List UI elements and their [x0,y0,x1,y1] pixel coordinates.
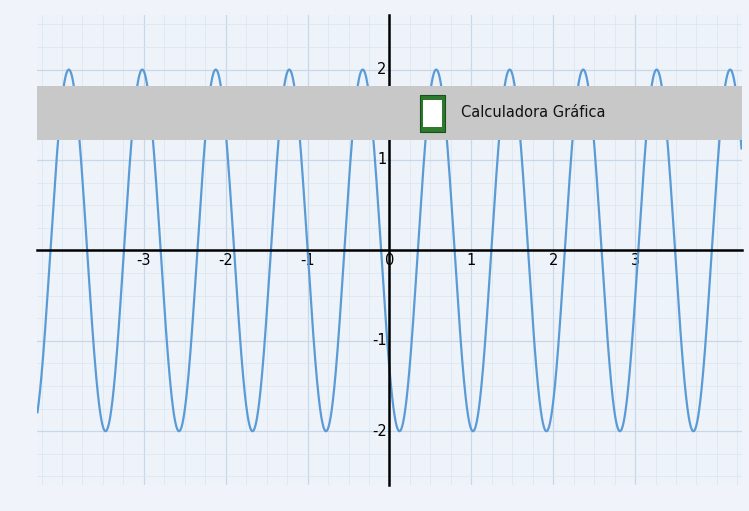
Bar [37,86,742,140]
FancyBboxPatch shape [419,95,445,132]
FancyBboxPatch shape [422,101,442,127]
Text: Calculadora Gráfica: Calculadora Gráfica [461,105,606,121]
